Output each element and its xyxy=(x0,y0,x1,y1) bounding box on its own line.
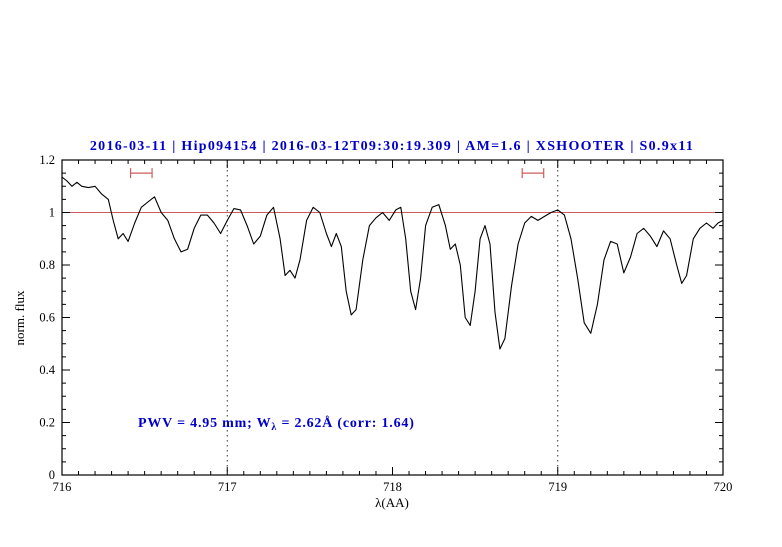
plot-content: 716 717 718 719 720 0 0.2 0.4 0.6 0.8 1 1.2 xyxy=(39,153,732,494)
y-tick-label: 1.2 xyxy=(39,153,55,167)
pwv-annotation: PWV = 4.95 mm; Wλ = 2.62Å (corr: 1.64) xyxy=(138,415,415,433)
y-tick-label: 0.2 xyxy=(39,416,55,430)
spectrum-line xyxy=(61,176,724,350)
pwv-annotation-subscript: λ xyxy=(271,422,277,433)
y-tick-label: 0.8 xyxy=(39,258,55,272)
y-tick-label: 1 xyxy=(49,206,55,220)
x-tick-label: 718 xyxy=(383,480,402,494)
x-tick-label: 717 xyxy=(218,480,237,494)
x-tick-label: 716 xyxy=(53,480,72,494)
x-tick-label: 719 xyxy=(548,480,567,494)
x-axis-label: λ(AA) xyxy=(375,495,409,510)
y-axis-label: norm. flux xyxy=(12,290,27,345)
y-tick-label: 0.4 xyxy=(39,363,55,377)
pwv-annotation-suffix: = 2.62Å (corr: 1.64) xyxy=(277,415,415,431)
y-tick-label: 0.6 xyxy=(39,311,55,325)
pwv-annotation-prefix: PWV = 4.95 mm; W xyxy=(138,416,271,431)
plot-title: 2016-03-11 | Hip094154 | 2016-03-12T09:3… xyxy=(90,139,694,154)
y-tick-label: 0 xyxy=(49,468,55,482)
x-tick-label: 720 xyxy=(714,480,733,494)
